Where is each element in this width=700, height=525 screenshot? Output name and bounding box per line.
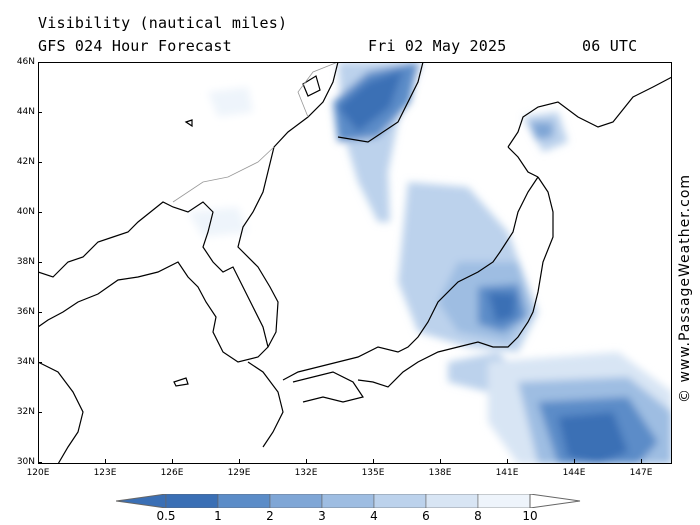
colorbar-label: 2 [266,509,274,523]
colorbar-segment [373,494,427,508]
lon-label: 123E [93,468,117,478]
lon-label: 144E [562,468,586,478]
lat-label: 40N [16,207,35,217]
forecast-date: Fri 02 May 2025 [368,37,507,55]
colorbar-low-arrow [116,494,167,508]
lon-label: 120E [26,468,50,478]
lon-label: 135E [361,468,385,478]
map-title: Visibility (nautical miles) [38,14,288,32]
colorbar-segment [269,494,323,508]
colorbar-segment [477,494,531,508]
lat-label: 32N [16,407,35,417]
lat-label: 36N [16,307,35,317]
coastlines [38,62,672,464]
borders [172,62,339,203]
colorbar-label: 8 [474,509,482,523]
colorbar-segment [165,494,219,508]
colorbar [116,494,581,508]
lon-label: 129E [227,468,251,478]
colorbar-label: 1 [214,509,222,523]
forecast-time: 06 UTC [582,37,638,55]
forecast-model: GFS 024 Hour Forecast [38,37,232,55]
lat-label: 38N [16,257,35,267]
visibility-map [38,62,672,464]
colorbar-label: 10 [522,509,538,523]
colorbar-segment [217,494,271,508]
tick-marks [38,62,642,464]
colorbar-label: 0.5 [156,509,176,523]
lon-label: 126E [160,468,184,478]
lon-label: 147E [629,468,653,478]
colorbar-segment [321,494,375,508]
credit-text: © www.PassageWeather.com [677,173,693,403]
colorbar-high-arrow [529,494,581,508]
lat-label: 30N [16,457,35,467]
lon-label: 138E [428,468,452,478]
lat-label: 34N [16,357,35,367]
lat-label: 46N [16,57,35,67]
colorbar-label: 4 [370,509,378,523]
colorbar-label: 6 [422,509,430,523]
lat-label: 42N [16,157,35,167]
lon-label: 132E [294,468,318,478]
colorbar-segment [425,494,479,508]
colorbar-label: 3 [318,509,326,523]
lat-label: 44N [16,107,35,117]
visibility-field [188,62,672,464]
lon-label: 141E [495,468,519,478]
